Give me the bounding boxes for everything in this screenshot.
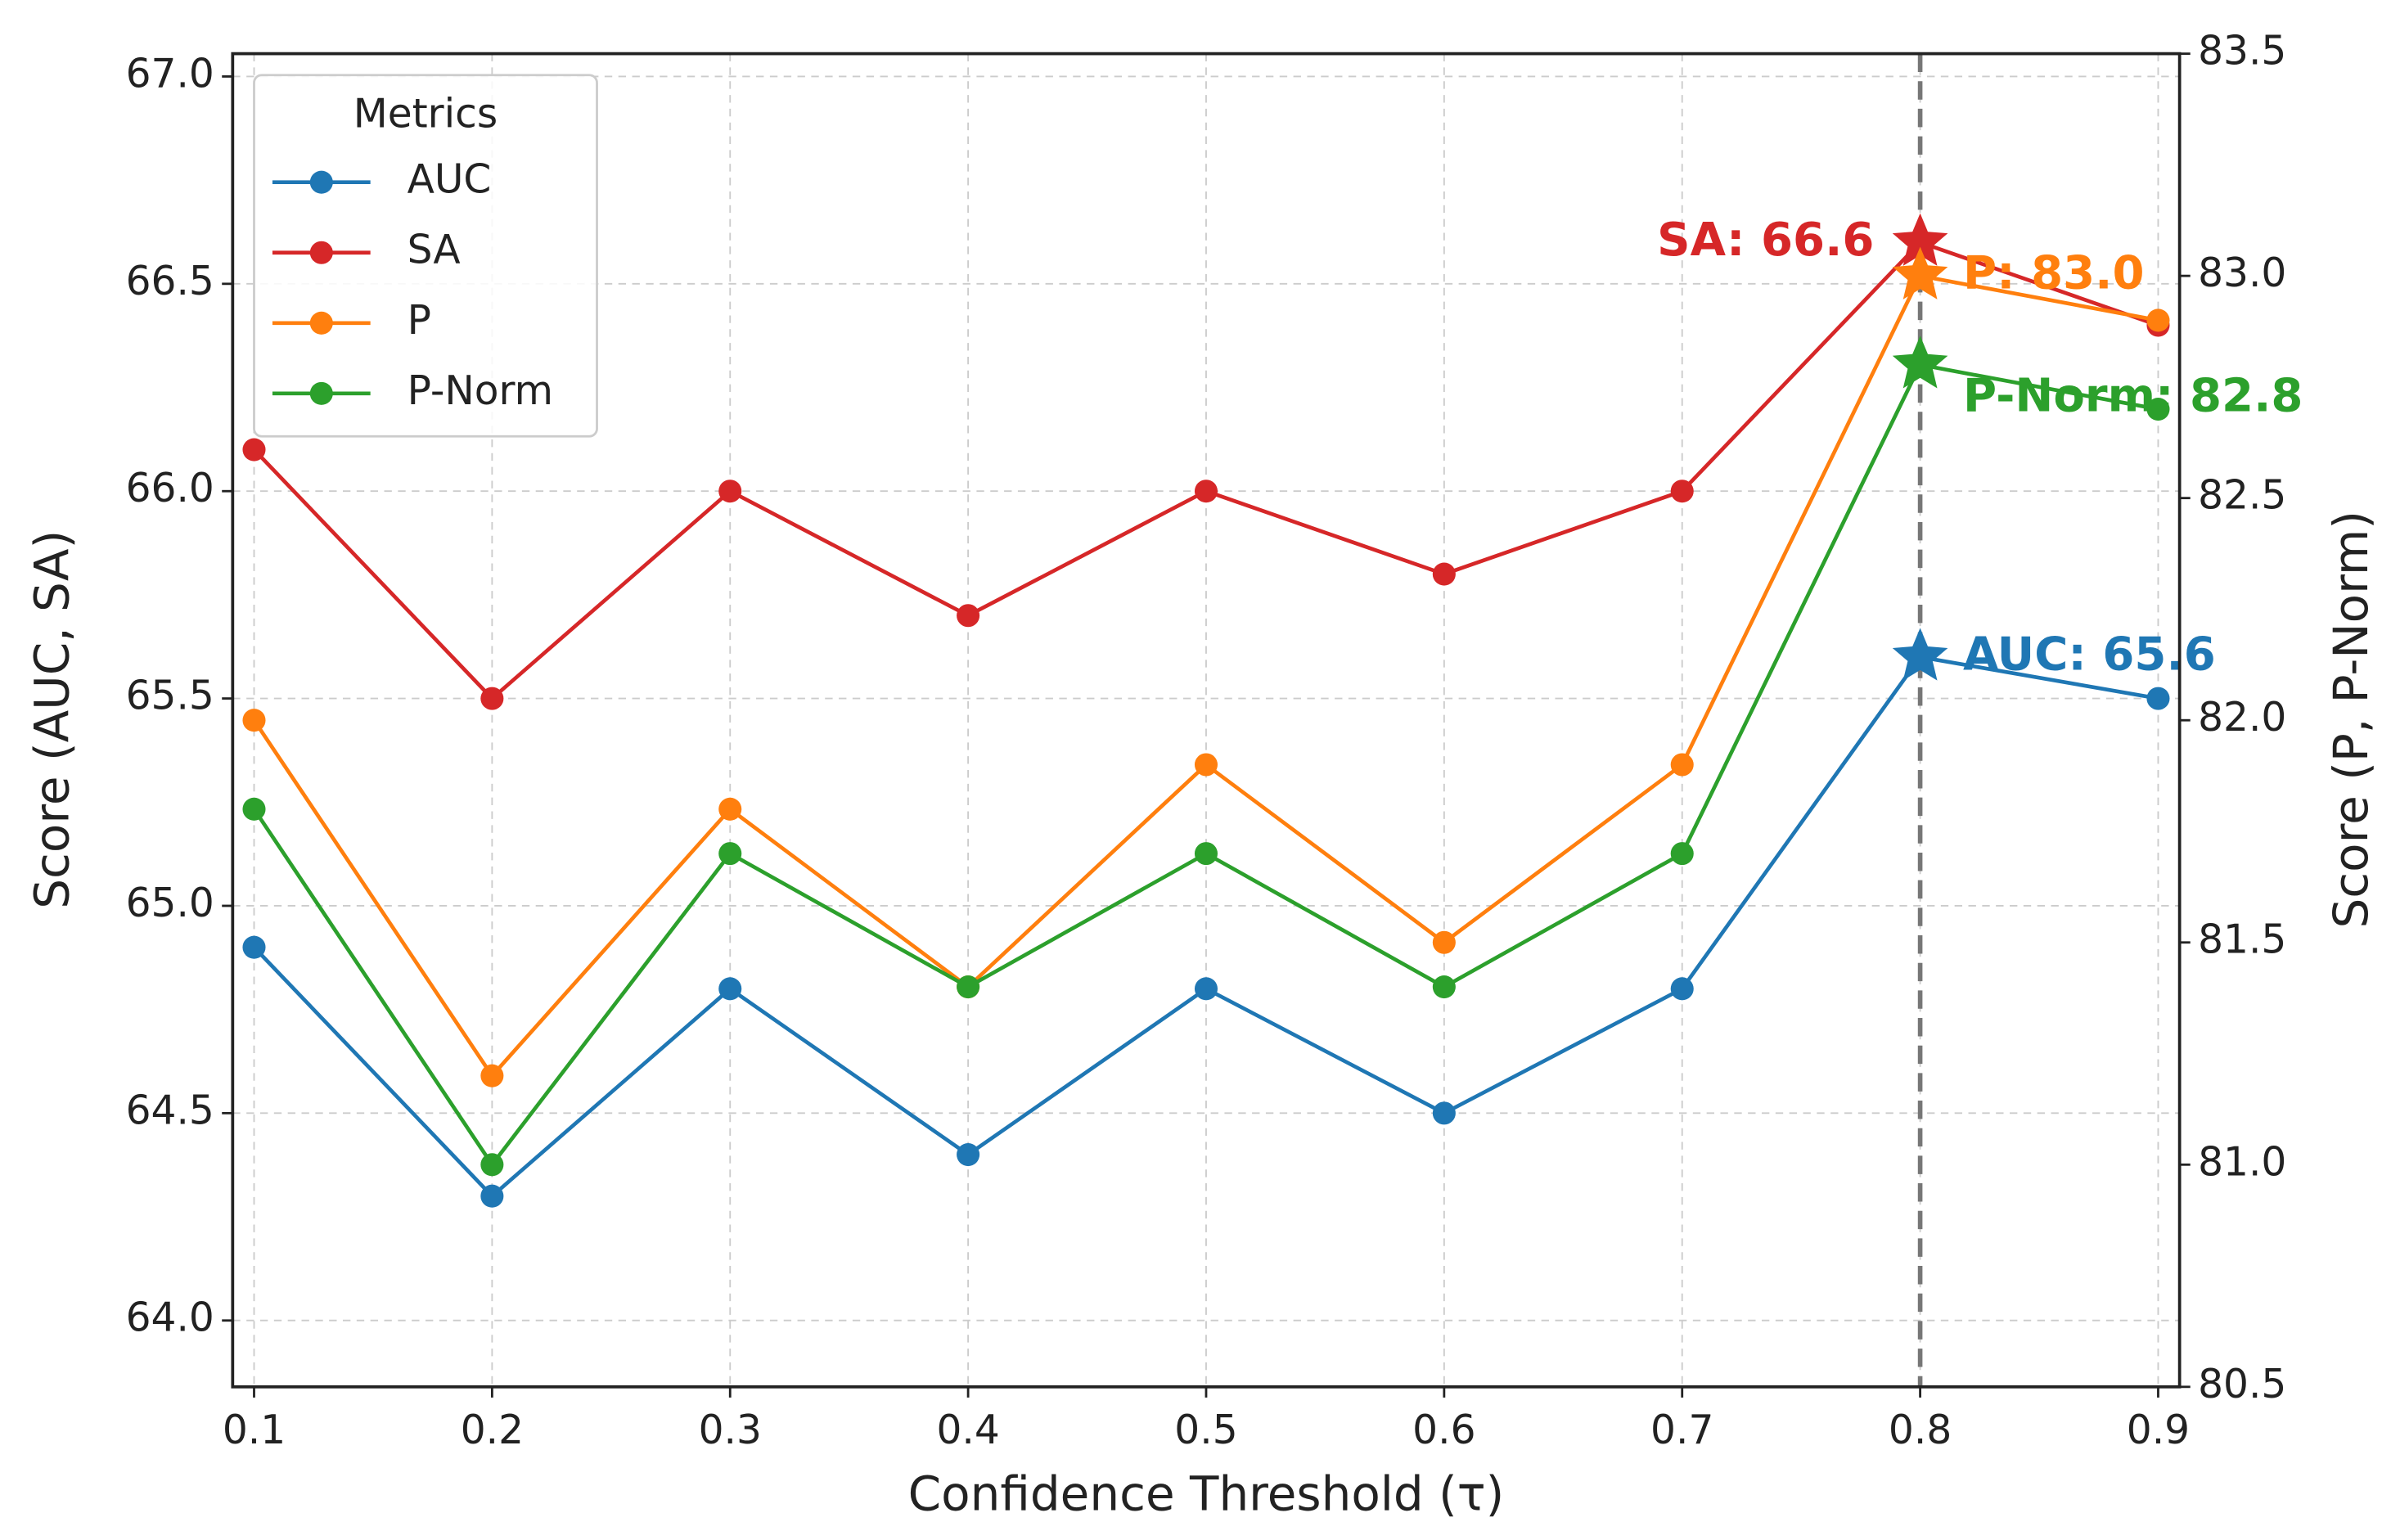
point [1670,977,1694,1001]
plot: AUC: 65.6 SA: 66.6 P: 83.0 P-Norm: 82.8 [242,53,2303,1387]
x-tick-label: 0.6 [1412,1407,1475,1453]
legend-marker [309,241,333,264]
point [957,1143,980,1167]
y2-tick-label: 80.5 [2198,1362,2286,1407]
y-tick-label: 64.5 [126,1087,214,1133]
point [718,480,742,503]
highlight-star [1892,628,1948,681]
highlight-star [1892,213,1948,266]
legend-marker [309,170,333,194]
x-axis-label: Confidence Threshold (τ) [908,1466,1505,1522]
point [1432,562,1456,586]
point [2146,308,2170,332]
x-tick-label: 0.7 [1650,1407,1713,1453]
point [480,687,504,710]
y-tick-label: 67.0 [126,51,214,97]
legend: Metrics AUC SA P P-Norm [253,74,598,438]
point [1194,753,1218,777]
point [2146,687,2170,710]
y2-tick-label: 82.0 [2198,695,2286,741]
point [1432,1101,1456,1125]
point [480,1064,504,1087]
x-tick-label: 0.2 [461,1407,524,1453]
x-tick-label: 0.1 [223,1407,286,1453]
legend-label: P-Norm [408,368,553,414]
point [1432,930,1456,954]
x-tick-label: 0.3 [699,1407,762,1453]
y2-tick-label: 81.0 [2198,1139,2286,1185]
point [957,604,980,628]
legend-box [253,74,598,438]
point [242,709,266,732]
y2-tick-label: 82.5 [2198,473,2286,519]
y-tick-label: 64.0 [126,1295,214,1341]
value-label: AUC: 65.6 [1963,628,2216,682]
point [480,1184,504,1208]
legend-marker [309,311,333,335]
legend-title: Metrics [353,91,498,137]
y2-tick-label: 83.5 [2198,29,2286,74]
point [242,438,266,462]
y-tick-label: 66.5 [126,259,214,304]
legend-label: SA [408,227,461,273]
point [1670,753,1694,777]
x-tick-label: 0.4 [936,1407,999,1453]
point [242,935,266,959]
y2-axis-label: Score (P, P-Norm) [2323,511,2379,929]
point [718,977,742,1001]
point [1432,975,1456,999]
x-tick-label: 0.5 [1174,1407,1237,1453]
y-tick-label: 65.0 [126,880,214,926]
x-tick-label: 0.8 [1889,1407,1952,1453]
y2-tick-label: 83.0 [2198,250,2286,296]
y2-tick-label: 81.5 [2198,917,2286,963]
legend-label: P [408,298,431,344]
value-label: P-Norm: 82.8 [1963,370,2303,423]
y-tick-label: 65.5 [126,673,214,719]
point [1670,842,1694,866]
point [718,842,742,866]
point [1670,480,1694,503]
point [2146,398,2170,421]
legend-label: AUC [408,157,492,203]
legend-marker [309,381,333,405]
point [1194,842,1218,866]
point [242,797,266,821]
point [1194,977,1218,1001]
value-label: SA: 66.6 [1657,214,1874,267]
highlight-star [1892,335,1948,389]
highlight-star [1892,246,1948,299]
point [718,797,742,821]
y-tick-label: 66.0 [126,466,214,511]
point [1194,480,1218,503]
value-label: P: 83.0 [1963,247,2145,300]
point [480,1153,504,1177]
point [957,975,980,999]
x-tick-label: 0.9 [2127,1407,2190,1453]
y-axis-label: Score (AUC, SA) [24,530,79,909]
